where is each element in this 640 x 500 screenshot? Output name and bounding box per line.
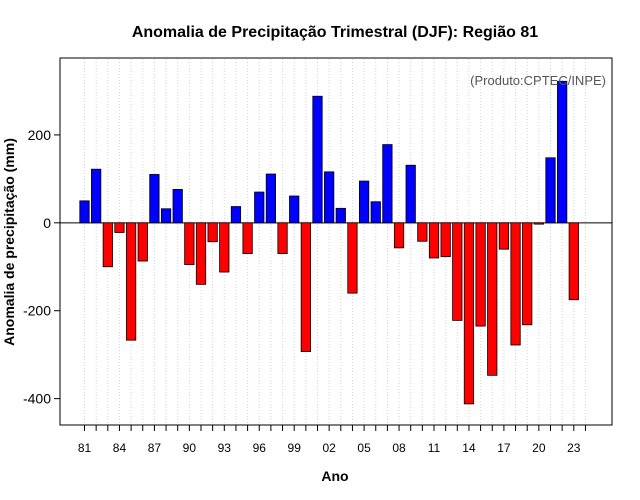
x-axis-title: Ano [321, 468, 348, 484]
bar-1981 [79, 200, 90, 224]
bar-2001 [312, 95, 323, 224]
x-tick-label: 14 [462, 441, 476, 455]
bar-1986 [137, 222, 148, 262]
bar-1984 [114, 222, 125, 233]
x-tick-label: 81 [78, 441, 92, 455]
bar-2020 [533, 222, 544, 225]
bar-1982 [91, 168, 102, 224]
bar-1998 [277, 222, 288, 254]
bar-1997 [265, 173, 277, 224]
chart-title: Anomalia de Precipitação Trimestral (DJF… [132, 24, 538, 41]
x-tick-label: 99 [288, 441, 302, 455]
credit-annotation: (Produto:CPTEC/INPE) [470, 73, 606, 88]
bar-1985 [126, 222, 137, 341]
y-tick-label: 0 [43, 215, 51, 231]
y-tick-label: -400 [23, 391, 51, 407]
bar-1993 [219, 222, 230, 273]
x-tick-label: 84 [113, 441, 127, 455]
bar-1996 [254, 191, 265, 224]
bar-1992 [207, 222, 218, 243]
x-tick-label: 02 [322, 441, 336, 455]
x-tick-label: 90 [183, 441, 197, 455]
bar-1994 [230, 206, 242, 224]
bar-2007 [382, 144, 393, 224]
bar-2004 [347, 222, 358, 294]
bar-1987 [149, 174, 160, 224]
bar-1983 [102, 222, 113, 268]
bar-2017 [498, 222, 510, 250]
bar-2021 [545, 157, 556, 224]
bar-2002 [324, 171, 335, 224]
bars [79, 80, 579, 405]
bar-2012 [440, 222, 451, 258]
x-tick-label: 11 [428, 441, 441, 455]
bar-2005 [358, 180, 370, 224]
x-tick-label: 93 [218, 441, 232, 455]
x-tick-label: 08 [392, 441, 406, 455]
bar-2013 [452, 222, 463, 321]
bar-1991 [195, 222, 207, 285]
bar-2011 [428, 222, 440, 259]
bar-2018 [510, 222, 521, 346]
y-axis: -400 -200 0 200 [23, 127, 60, 407]
bar-2015 [475, 222, 486, 327]
bar-2008 [393, 222, 405, 249]
bar-2009 [405, 164, 416, 224]
x-tick-label: 20 [532, 441, 546, 455]
x-tick-label: 17 [497, 441, 511, 455]
x-axis: 81 84 87 90 93 96 99 02 05 08 11 14 17 20 23 [78, 425, 586, 455]
x-tick-label: 96 [253, 441, 267, 455]
y-tick-label: -200 [23, 303, 51, 319]
bar-2023 [568, 222, 579, 301]
bar-2022 [557, 80, 568, 224]
x-tick-label: 23 [567, 441, 581, 455]
plot-frame [59, 57, 613, 426]
bar-1989 [172, 189, 183, 224]
bar-2003 [335, 207, 346, 224]
y-tick-label: 200 [28, 127, 52, 143]
x-tick-label: 87 [148, 441, 162, 455]
bar-2010 [417, 222, 428, 242]
bar-1988 [160, 208, 172, 224]
bar-1990 [184, 222, 195, 265]
bar-2016 [487, 222, 498, 376]
bar-2006 [370, 201, 381, 224]
grid [84, 59, 586, 424]
bar-2019 [522, 222, 533, 326]
bar-1999 [289, 195, 300, 224]
bar-1995 [242, 222, 253, 254]
bar-2014 [463, 222, 475, 405]
y-axis-title: Anomalia de precipitação (mm) [1, 138, 17, 346]
bar-2000 [300, 222, 311, 353]
x-tick-label: 05 [357, 441, 371, 455]
